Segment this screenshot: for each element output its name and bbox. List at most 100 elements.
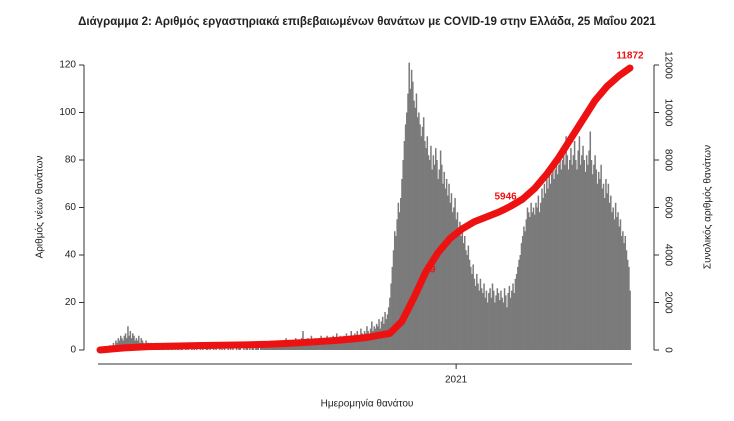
bar bbox=[462, 243, 465, 350]
bar bbox=[561, 160, 564, 350]
bar bbox=[321, 340, 324, 350]
bar bbox=[514, 278, 517, 350]
bar bbox=[221, 347, 223, 350]
bar bbox=[455, 219, 458, 350]
bar bbox=[584, 171, 587, 350]
bar bbox=[526, 207, 529, 350]
bar bbox=[623, 243, 625, 350]
bar bbox=[484, 297, 487, 350]
bar bbox=[562, 150, 565, 350]
bar bbox=[467, 245, 470, 350]
bar bbox=[349, 338, 351, 350]
bar bbox=[530, 202, 532, 350]
bar bbox=[552, 164, 554, 350]
bar bbox=[125, 338, 128, 350]
bar bbox=[610, 195, 612, 350]
bar bbox=[607, 183, 610, 350]
bar bbox=[517, 266, 519, 350]
bar bbox=[430, 145, 432, 350]
bar bbox=[272, 345, 274, 350]
bar bbox=[390, 283, 392, 350]
bar bbox=[121, 338, 123, 350]
bar bbox=[533, 214, 536, 350]
bar bbox=[252, 347, 255, 350]
bar bbox=[476, 274, 478, 350]
bar bbox=[400, 198, 402, 350]
bar bbox=[575, 160, 577, 350]
bar bbox=[508, 285, 511, 350]
bar bbox=[413, 100, 415, 350]
bar bbox=[509, 297, 512, 350]
bar bbox=[340, 338, 343, 350]
bar bbox=[496, 288, 499, 350]
bar bbox=[497, 293, 500, 350]
bar bbox=[622, 231, 624, 350]
bar bbox=[502, 302, 505, 350]
cumulative-line bbox=[96, 64, 634, 354]
bar bbox=[532, 207, 535, 350]
bar bbox=[267, 347, 269, 350]
bar bbox=[485, 290, 488, 350]
bar bbox=[127, 326, 129, 350]
bar bbox=[466, 255, 468, 350]
bar bbox=[447, 195, 449, 350]
bar bbox=[588, 150, 590, 350]
bar bbox=[264, 347, 267, 350]
annotation: 29 bbox=[424, 265, 436, 276]
y2-tick-label: 6000 bbox=[662, 196, 673, 219]
bar bbox=[129, 331, 132, 350]
bar bbox=[628, 266, 630, 350]
bar bbox=[419, 124, 421, 350]
bar bbox=[297, 345, 299, 350]
bar bbox=[491, 283, 494, 350]
bar bbox=[409, 88, 412, 350]
bar bbox=[595, 169, 598, 350]
bar bbox=[227, 347, 229, 350]
y-axis-label: Αριθμός νέων θανάτων bbox=[34, 156, 46, 259]
bar bbox=[416, 117, 419, 350]
bar bbox=[513, 293, 515, 350]
bar bbox=[578, 136, 581, 350]
bar bbox=[597, 171, 600, 350]
bar bbox=[549, 183, 552, 350]
bar bbox=[415, 93, 418, 350]
bar bbox=[123, 335, 126, 350]
bar bbox=[346, 340, 349, 350]
bar bbox=[616, 217, 618, 350]
bar bbox=[581, 155, 583, 350]
bar bbox=[372, 331, 374, 350]
bar bbox=[572, 155, 575, 350]
bar bbox=[540, 202, 542, 350]
bar bbox=[629, 290, 631, 350]
y-tick-label: 100 bbox=[59, 107, 76, 118]
bar bbox=[523, 226, 525, 350]
bar bbox=[235, 347, 238, 350]
bar bbox=[589, 131, 592, 350]
bar bbox=[442, 183, 444, 350]
bar bbox=[412, 81, 414, 350]
bar bbox=[395, 236, 397, 350]
bar bbox=[333, 340, 336, 350]
bar bbox=[490, 297, 493, 350]
bar bbox=[132, 333, 134, 350]
bar bbox=[379, 328, 381, 350]
bar bbox=[480, 288, 483, 350]
bar bbox=[547, 188, 549, 350]
bar bbox=[435, 148, 437, 350]
line-value-label: 5946 bbox=[495, 191, 518, 202]
y2-tick-label: 8000 bbox=[662, 149, 673, 172]
bar bbox=[348, 335, 350, 350]
bar bbox=[625, 250, 628, 350]
y2-tick-label: 10000 bbox=[662, 99, 673, 127]
bar bbox=[626, 259, 629, 350]
bar bbox=[541, 188, 543, 350]
bar bbox=[505, 295, 507, 350]
bar bbox=[569, 160, 571, 350]
bar bbox=[585, 155, 588, 350]
bar bbox=[133, 335, 135, 350]
bar bbox=[566, 155, 569, 350]
bar bbox=[624, 236, 627, 350]
bar bbox=[535, 202, 537, 350]
bar bbox=[483, 283, 485, 350]
bar bbox=[402, 160, 404, 350]
